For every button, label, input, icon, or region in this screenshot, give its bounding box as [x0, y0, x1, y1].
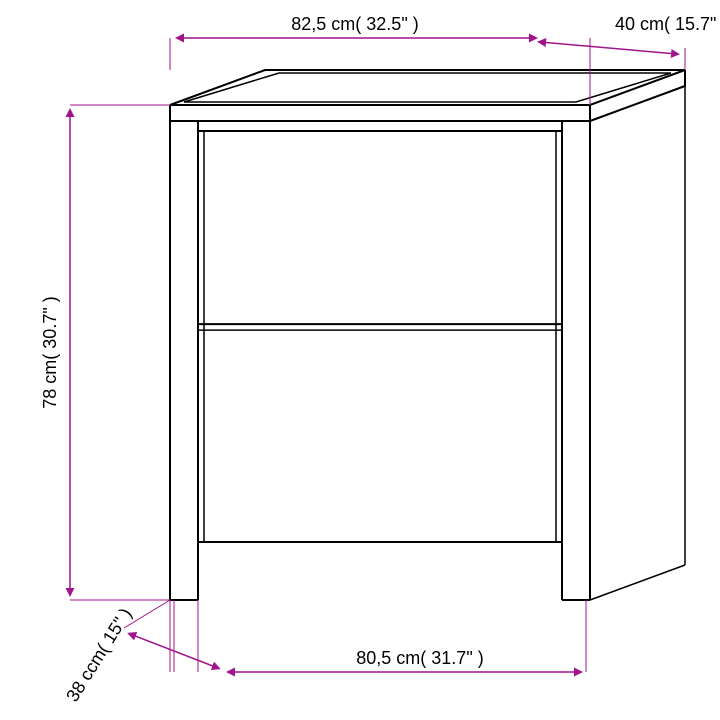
dim-top-depth: 40 cm( 15.7" )	[615, 14, 720, 34]
dim-top-width: 82,5 cm( 32.5" )	[291, 14, 418, 34]
dim-height: 78 cm( 30.7" )	[40, 296, 60, 408]
dim-bottom-depth: 38 ccm( 15" )	[62, 604, 135, 705]
dim-bottom-width: 80,5 cm( 31.7" )	[356, 648, 483, 668]
